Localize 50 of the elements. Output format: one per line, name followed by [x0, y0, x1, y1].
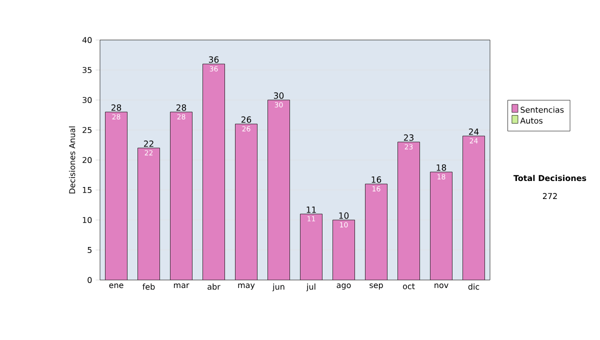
total-label: 28: [111, 104, 122, 111]
total-label: 36: [208, 56, 219, 63]
x-tick-label: ago: [336, 284, 351, 290]
bar: [365, 184, 388, 280]
x-tick-label: ene: [109, 284, 124, 288]
x-tick-label: sep: [370, 284, 383, 290]
total-label: 11: [306, 206, 316, 213]
y-tick-label: 5: [88, 247, 92, 253]
x-tick-label: jul: [306, 284, 316, 292]
x-tick-label: may: [238, 284, 255, 290]
bar: [268, 100, 290, 280]
bar: [300, 214, 322, 280]
total-label: 18: [436, 164, 446, 171]
x-tick-label: mar: [174, 284, 190, 288]
total-label: 16: [372, 176, 382, 183]
bar: [430, 172, 452, 280]
x-tick-label: nov: [434, 284, 448, 288]
y-tick-label: 25: [82, 126, 92, 134]
y-axis-title: Decisiones Anual: [68, 126, 76, 194]
bar: [398, 142, 420, 280]
x-tick-label: jun: [272, 284, 284, 292]
total-label: 24: [468, 128, 479, 135]
bar: [170, 112, 192, 280]
bar: [235, 124, 258, 280]
x-tick-label: dic: [468, 284, 480, 290]
bar: [105, 112, 128, 280]
bar: [202, 64, 225, 280]
total-label: 26: [241, 116, 252, 123]
x-tick-label: oct: [402, 284, 415, 290]
y-tick-label: 15: [82, 187, 92, 193]
bar: [138, 148, 160, 280]
y-tick-label: 10: [82, 216, 92, 224]
x-tick-label: feb: [142, 284, 155, 290]
legend-label: Sentencias: [520, 106, 564, 113]
total-label: 10: [339, 212, 349, 219]
text: Total Decisiones: [513, 174, 586, 182]
total-label: 22: [144, 140, 154, 147]
y-tick-label: 20: [82, 156, 92, 164]
bar: [462, 136, 485, 280]
bar: [332, 220, 355, 280]
y-tick-label: 40: [82, 36, 92, 44]
text: 272: [542, 193, 557, 199]
x-tick-label: abr: [208, 284, 220, 290]
total-label: 23: [404, 134, 414, 141]
y-tick-label: 35: [82, 66, 92, 74]
y-tick-label: 30: [82, 96, 92, 104]
total-label: 28: [176, 104, 186, 111]
legend-label: Autos: [520, 118, 542, 124]
total-label: 30: [274, 92, 284, 99]
y-tick-label: 0: [88, 276, 92, 284]
